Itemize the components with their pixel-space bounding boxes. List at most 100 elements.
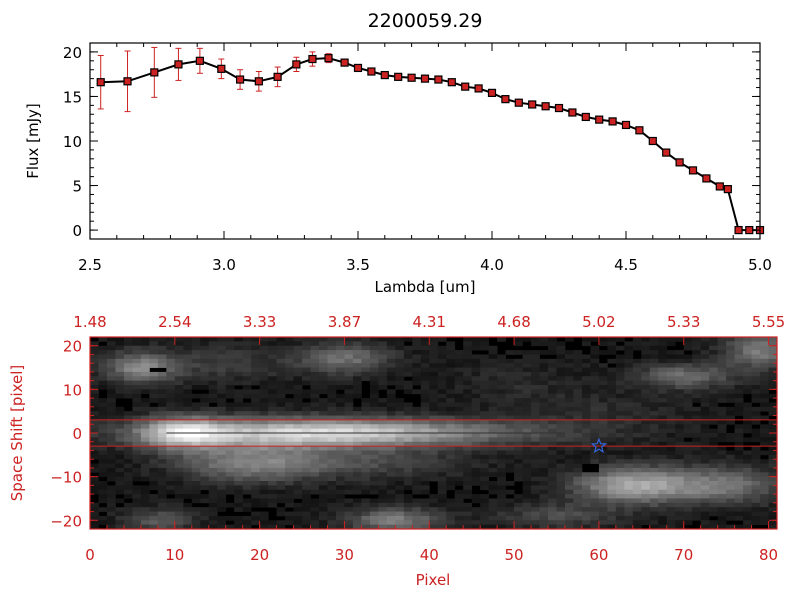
image-pixel <box>327 433 337 438</box>
image-pixel <box>157 502 167 508</box>
image-pixel <box>581 511 591 517</box>
image-pixel <box>302 433 311 438</box>
data-point <box>461 82 470 91</box>
image-pixel <box>191 433 201 438</box>
image-pixel <box>632 481 642 486</box>
image-pixel <box>90 507 99 512</box>
image-pixel <box>319 419 328 425</box>
image-pixel <box>573 380 583 386</box>
image-pixel <box>268 341 277 347</box>
image-pixel <box>386 450 396 456</box>
image-pixel <box>302 415 311 421</box>
image-pixel <box>174 502 184 508</box>
image-pixel <box>437 411 447 416</box>
image-pixel <box>191 524 201 530</box>
image-pixel <box>98 398 108 403</box>
image-pixel <box>632 358 642 364</box>
image-pixel <box>285 459 294 464</box>
image-pixel <box>310 446 320 451</box>
image-pixel <box>709 459 719 464</box>
image-pixel <box>505 437 515 443</box>
data-point <box>254 77 263 86</box>
image-pixel <box>183 363 193 368</box>
image-pixel <box>335 354 345 360</box>
image-pixel <box>641 441 651 447</box>
image-pixel <box>352 380 362 386</box>
image-pixel <box>437 459 447 464</box>
image-pixel <box>641 437 651 443</box>
image-pixel <box>624 433 634 438</box>
image-pixel <box>302 441 311 447</box>
image-pixel <box>514 411 523 416</box>
image-pixel <box>471 419 481 425</box>
image-pixel <box>327 472 337 478</box>
image-pixel <box>259 450 269 456</box>
image-pixel <box>378 371 388 377</box>
image-pixel <box>590 520 600 526</box>
image-pixel <box>183 454 193 460</box>
image-pixel <box>471 459 481 464</box>
image-pixel <box>437 463 447 469</box>
image-pixel <box>717 433 727 438</box>
image-pixel <box>90 371 99 377</box>
image-pixel <box>208 446 218 451</box>
image-pixel <box>293 446 303 451</box>
image-pixel <box>251 472 261 478</box>
image-pixel <box>285 467 294 473</box>
image-pixel <box>480 411 490 416</box>
image-pixel <box>666 467 676 473</box>
image-pixel <box>726 411 735 416</box>
image-pixel <box>115 376 125 382</box>
image-pixel <box>692 459 702 464</box>
image-pixel <box>234 337 244 342</box>
image-pixel <box>675 367 685 373</box>
image-pixel <box>183 481 193 486</box>
image-pixel <box>454 363 464 368</box>
image-pixel <box>157 389 167 395</box>
image-pixel <box>420 354 430 360</box>
image-pixel <box>632 341 642 347</box>
image-pixel <box>615 398 625 403</box>
image-pixel <box>225 428 235 434</box>
image-pixel <box>386 341 396 347</box>
image-pixel <box>293 463 303 469</box>
image-pixel <box>412 481 422 486</box>
image-pixel <box>327 515 337 521</box>
image-pixel <box>174 341 184 347</box>
image-pixel <box>709 380 719 386</box>
image-pixel <box>412 524 422 530</box>
image-pixel <box>319 515 328 521</box>
image-pixel <box>132 515 142 521</box>
image-pixel <box>632 419 642 425</box>
image-pixel <box>259 441 269 447</box>
image-pixel <box>208 415 218 421</box>
image-pixel <box>641 398 651 403</box>
image-pixel <box>581 424 591 430</box>
image-pixel <box>132 428 142 434</box>
image-pixel <box>590 354 600 360</box>
image-pixel <box>429 358 439 364</box>
image-pixel <box>548 389 557 395</box>
image-pixel <box>488 354 498 360</box>
image-pixel <box>293 419 303 425</box>
image-pixel <box>514 389 523 395</box>
image-pixel <box>225 481 235 486</box>
image-pixel <box>285 398 294 403</box>
image-pixel <box>386 402 396 408</box>
image-pixel <box>98 459 108 464</box>
image-pixel <box>531 498 540 504</box>
image-pixel <box>293 459 303 464</box>
image-pixel <box>709 446 719 451</box>
image-pixel <box>183 350 193 355</box>
image-pixel <box>463 358 473 364</box>
image-pixel <box>454 411 464 416</box>
image-pixel <box>140 511 150 517</box>
image-pixel <box>743 467 752 473</box>
image-pixel <box>344 415 354 421</box>
image-pixel <box>539 489 549 495</box>
image-pixel <box>675 494 685 499</box>
image-pixel <box>556 494 566 499</box>
image-pixel <box>395 472 405 478</box>
image-pixel <box>386 459 396 464</box>
image-pixel <box>454 424 464 430</box>
